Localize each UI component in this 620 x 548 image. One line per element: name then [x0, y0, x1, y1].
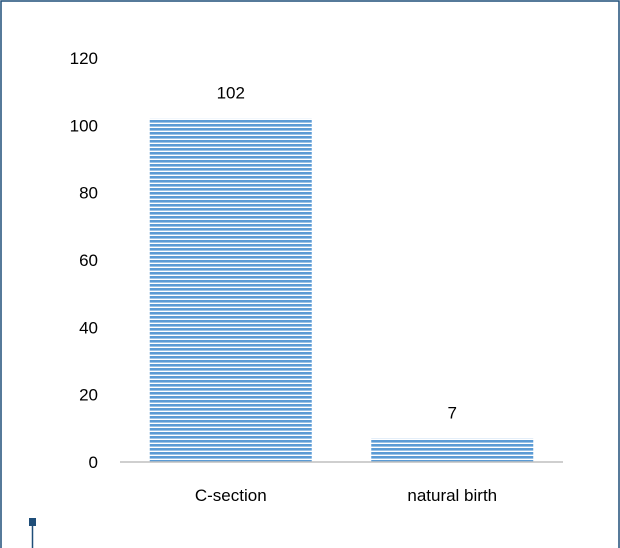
- bar-c-section: [149, 118, 312, 462]
- y-tick-label: 60: [79, 251, 98, 270]
- y-tick-label: 0: [89, 453, 98, 472]
- x-tick-label: natural birth: [407, 486, 497, 505]
- data-label: 102: [217, 84, 245, 103]
- data-labels-group: 102 7: [217, 84, 457, 423]
- data-label: 7: [448, 403, 457, 422]
- y-tick-label: 20: [79, 386, 98, 405]
- bar-natural-birth: [371, 438, 534, 462]
- x-axis-labels: C-section natural birth: [195, 486, 497, 505]
- y-tick-label: 40: [79, 318, 98, 337]
- x-tick-label: C-section: [195, 486, 267, 505]
- y-axis-ticks: 0 20 40 60 80 100 120: [70, 49, 98, 472]
- corner-marker: [29, 518, 36, 526]
- y-tick-label: 80: [79, 184, 98, 203]
- y-tick-label: 120: [70, 49, 98, 68]
- y-tick-label: 100: [70, 116, 98, 135]
- bars-group: [149, 118, 534, 462]
